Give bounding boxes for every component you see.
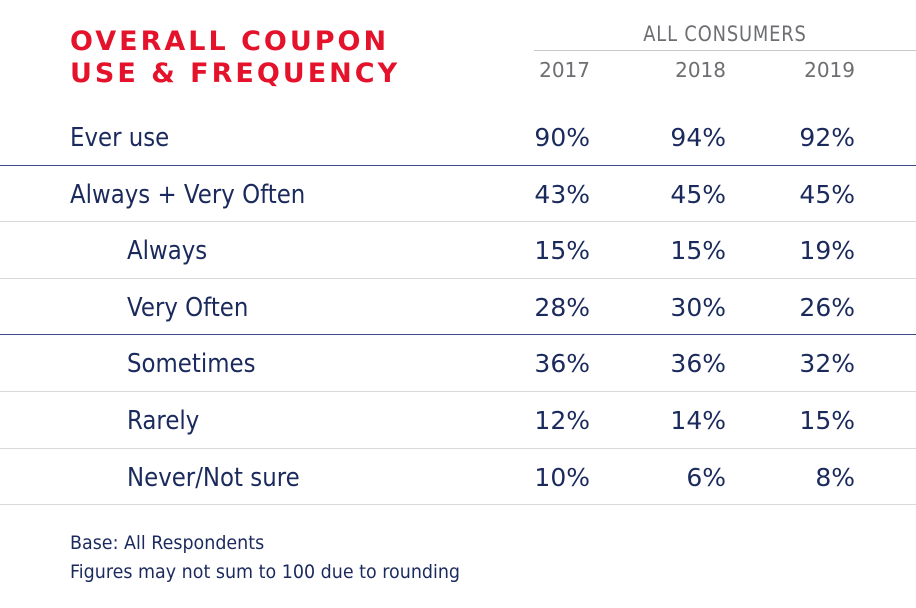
row-divider [0, 164, 916, 166]
cell-value-2017: 90% [534, 123, 590, 152]
row-divider [0, 221, 916, 223]
row-divider [0, 334, 916, 336]
row-label: Rarely [127, 406, 200, 436]
cell-value-2017: 36% [534, 349, 590, 379]
rounding-note: Figures may not sum to 100 due to roundi… [70, 561, 461, 583]
cell-value-2018: 15% [670, 236, 726, 266]
cell-value-2017: 10% [534, 462, 590, 492]
table-row: Rarely 12% 14% 15% [0, 392, 916, 448]
cell-value-2017: 43% [534, 179, 590, 209]
cell-value-2018: 14% [670, 406, 726, 435]
chart-title-line-1: OVERALL COUPON [70, 26, 390, 57]
cell-value-2018: 36% [670, 349, 726, 379]
row-label: Always + Very Often [70, 179, 306, 210]
column-header-2018: 2018 [675, 58, 726, 82]
column-header-2019: 2019 [804, 58, 855, 82]
table-row: Ever use 90% 94% 92% [0, 109, 916, 165]
base-note: Base: All Respondents [70, 532, 265, 554]
table-row: Sometimes 36% 36% 32% [0, 335, 916, 391]
cell-value-2019: 32% [799, 349, 855, 379]
row-label: Always [127, 236, 208, 267]
table-row: Always 15% 15% 19% [0, 222, 916, 278]
row-divider [0, 391, 916, 392]
cell-value-2018: 45% [670, 179, 726, 209]
row-divider [0, 504, 916, 506]
cell-value-2019: 8% [815, 462, 855, 492]
table-row: Always + Very Often 43% 45% 45% [0, 166, 916, 222]
column-group-label: ALL CONSUMERS [643, 22, 807, 46]
cell-value-2019: 26% [799, 292, 855, 322]
cell-value-2018: 94% [670, 123, 726, 152]
column-header-2017: 2017 [539, 58, 590, 82]
row-label: Ever use [70, 123, 170, 153]
cell-value-2019: 15% [799, 406, 855, 435]
column-group-rule [534, 50, 916, 51]
row-label: Sometimes [127, 349, 256, 380]
cell-value-2019: 19% [799, 236, 855, 266]
row-divider [0, 447, 916, 449]
cell-value-2018: 30% [670, 292, 726, 322]
cell-value-2017: 15% [534, 236, 590, 266]
cell-value-2019: 45% [799, 179, 855, 209]
table-row: Never/Not sure 10% 6% 8% [0, 449, 916, 505]
cell-value-2018: 6% [686, 462, 726, 492]
chart-title: OVERALL COUPON USE & FREQUENCY [70, 26, 400, 90]
row-label: Very Often [127, 292, 249, 323]
cell-value-2019: 92% [799, 123, 855, 152]
cell-value-2017: 28% [534, 292, 590, 322]
row-label: Never/Not sure [127, 462, 300, 493]
row-divider [0, 277, 916, 279]
chart-title-line-2: USE & FREQUENCY [70, 58, 401, 89]
table-row: Very Often 28% 30% 26% [0, 279, 916, 335]
cell-value-2017: 12% [534, 406, 590, 435]
